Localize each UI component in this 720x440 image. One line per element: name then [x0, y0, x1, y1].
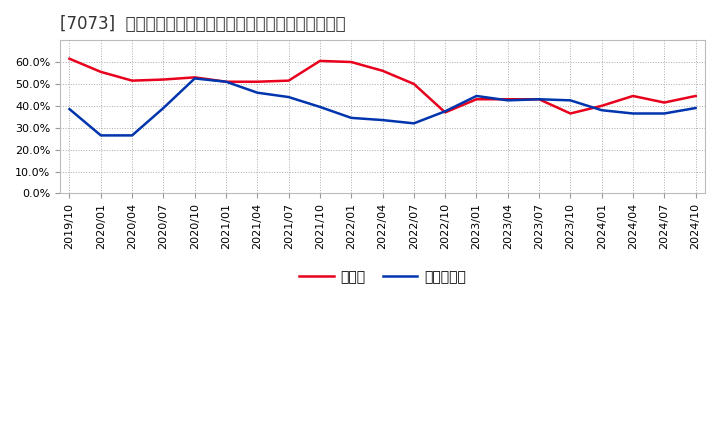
有利子負債: [566, 98, 575, 103]
現預金: [347, 59, 356, 65]
有利子負債: [315, 104, 324, 110]
現預金: [598, 103, 606, 109]
有利子負債: [66, 106, 74, 112]
有利子負債: [222, 79, 230, 84]
有利子負債: [96, 133, 105, 138]
現預金: [96, 69, 105, 74]
現預金: [441, 110, 449, 115]
現預金: [66, 56, 74, 61]
有利子負債: [410, 121, 418, 126]
現預金: [566, 111, 575, 116]
現預金: [410, 81, 418, 87]
現預金: [503, 97, 512, 102]
Text: [7073]  現預金、有利子負債の総資産に対する比率の推移: [7073] 現預金、有利子負債の総資産に対する比率の推移: [60, 15, 346, 33]
有利子負債: [660, 111, 669, 116]
有利子負債: [159, 105, 168, 110]
有利子負債: [629, 111, 637, 116]
現預金: [127, 78, 136, 83]
有利子負債: [598, 107, 606, 113]
有利子負債: [347, 115, 356, 121]
現預金: [535, 97, 544, 102]
現預金: [472, 97, 481, 102]
現預金: [378, 68, 387, 73]
有利子負債: [127, 133, 136, 138]
有利子負債: [284, 95, 293, 100]
現預金: [159, 77, 168, 82]
有利子負債: [441, 109, 449, 114]
Line: 有利子負債: 有利子負債: [70, 78, 696, 136]
有利子負債: [535, 97, 544, 102]
Line: 現預金: 現預金: [70, 59, 696, 114]
現預金: [190, 75, 199, 80]
現預金: [253, 79, 261, 84]
Legend: 現預金, 有利子負債: 現預金, 有利子負債: [294, 265, 472, 290]
現預金: [284, 78, 293, 83]
現預金: [315, 58, 324, 63]
現預金: [222, 79, 230, 84]
現預金: [691, 93, 700, 99]
有利子負債: [190, 76, 199, 81]
有利子負債: [253, 90, 261, 95]
有利子負債: [472, 93, 481, 99]
有利子負債: [378, 117, 387, 123]
現預金: [660, 100, 669, 105]
現預金: [629, 93, 637, 99]
有利子負債: [691, 105, 700, 110]
有利子負債: [503, 98, 512, 103]
